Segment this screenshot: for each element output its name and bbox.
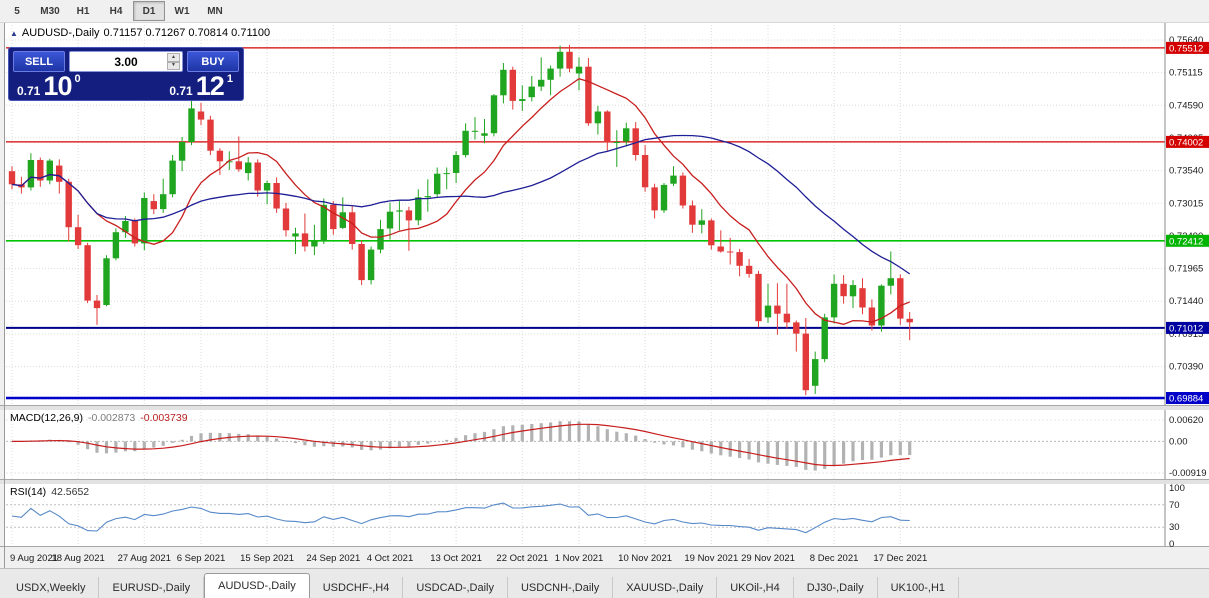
timeframe-m30-button[interactable]: M30 (40, 5, 60, 17)
tab-usdchf-h4[interactable]: USDCHF-,H4 (310, 577, 404, 598)
timeframe-h4-button[interactable]: H4 (109, 5, 123, 17)
sell-price-base: 0.71 (17, 84, 41, 98)
volume-spinner: ▲ ▼ (167, 53, 180, 70)
sell-price[interactable]: 0.71 10 0 (17, 71, 81, 101)
macd-signal-value: -0.003739 (140, 412, 188, 424)
chart-ohlc-values: 0.71157 0.71267 0.70814 0.71100 (103, 27, 271, 39)
timeframe-d1-button[interactable]: D1 (133, 1, 165, 21)
timeframe-h1-button[interactable]: H1 (76, 5, 90, 17)
macd-indicator-label: MACD(12,26,9) -0.002873 -0.003739 (10, 412, 188, 424)
sell-price-pips: 10 (43, 71, 72, 101)
macd-value: -0.002873 (87, 412, 136, 424)
one-click-trading-panel: SELL 3.00 ▲ ▼ BUY 0.71 10 0 0.71 12 1 (8, 47, 244, 102)
volume-down-button[interactable]: ▼ (167, 61, 180, 70)
rsi-pane-splitter[interactable] (0, 479, 1209, 484)
rsi-name: RSI(14) (10, 486, 47, 498)
tab-usdcad-daily[interactable]: USDCAD-,Daily (403, 577, 508, 598)
timeframe-mn-button[interactable]: MN (207, 5, 223, 17)
chart-tab-bar: USDX,Weekly EURUSD-,Daily AUDUSD-,Daily … (0, 568, 1209, 598)
rsi-value: 42.5652 (51, 486, 90, 498)
macd-pane-splitter[interactable] (0, 405, 1209, 410)
sell-button[interactable]: SELL (13, 51, 65, 72)
volume-up-button[interactable]: ▲ (167, 53, 180, 62)
volume-value: 3.00 (114, 54, 138, 69)
chart-symbol-icon: ▲ (10, 28, 18, 38)
chart-frame-border (4, 22, 5, 568)
chart-symbol-period: AUDUSD-,Daily (21, 27, 100, 39)
buy-price[interactable]: 0.71 12 1 (169, 71, 233, 101)
buy-price-point: 1 (226, 73, 233, 85)
tab-usdx-weekly[interactable]: USDX,Weekly (3, 577, 100, 598)
buy-price-pips: 12 (195, 71, 225, 101)
buy-price-base: 0.71 (169, 84, 193, 98)
rsi-pane[interactable] (5, 483, 1209, 546)
buy-button[interactable]: BUY (187, 51, 239, 72)
sell-price-point: 0 (74, 73, 81, 85)
timeframe-w1-button[interactable]: W1 (174, 5, 190, 17)
volume-input[interactable]: 3.00 ▲ ▼ (69, 51, 183, 72)
tab-dj30-daily[interactable]: DJ30-,Daily (794, 577, 878, 598)
rsi-indicator-label: RSI(14) 42.5652 (10, 486, 89, 498)
tab-eurusd-daily[interactable]: EURUSD-,Daily (99, 577, 205, 598)
tab-uk100-h1[interactable]: UK100-,H1 (878, 577, 960, 598)
macd-name: MACD(12,26,9) (10, 412, 83, 424)
tab-ukoil-h4[interactable]: UKOil-,H4 (717, 577, 794, 598)
tab-usdcnh-daily[interactable]: USDCNH-,Daily (508, 577, 614, 598)
tab-audusd-daily[interactable]: AUDUSD-,Daily (204, 573, 310, 598)
timeframe-m5-button[interactable]: 5 (14, 5, 20, 17)
chart-title: ▲ AUDUSD-,Daily 0.71157 0.71267 0.70814 … (10, 27, 270, 39)
tab-xauusd-daily[interactable]: XAUUSD-,Daily (613, 577, 718, 598)
timeframe-toolbar: 5 M30 H1 H4 D1 W1 MN (0, 0, 1209, 23)
time-axis (0, 546, 1209, 569)
